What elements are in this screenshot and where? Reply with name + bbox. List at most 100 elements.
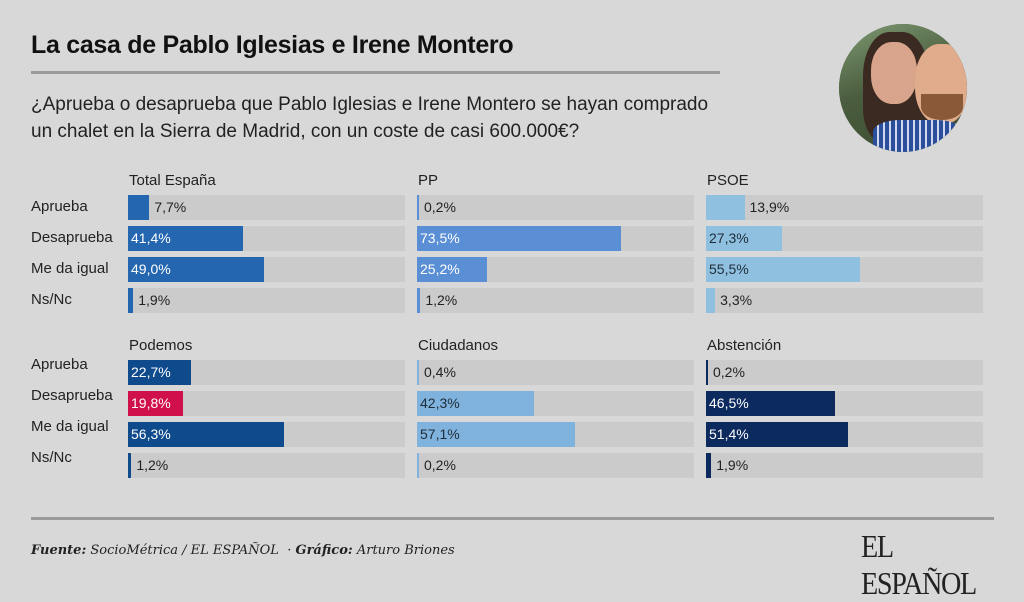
- graphic-label: Gráfico:: [295, 543, 353, 558]
- bar-value-label: 57,1%: [420, 426, 460, 442]
- bar-pp-2: [417, 257, 487, 282]
- bar-total-espana-2: [128, 257, 264, 282]
- footer-divider: [31, 517, 994, 520]
- bar-value-label: 0,4%: [424, 364, 456, 380]
- bar-podemos-2: [128, 422, 284, 447]
- bar-ciudadanos-3: [417, 453, 419, 478]
- bar-abstencion-2: [706, 422, 849, 447]
- bar-value-label: 56,3%: [131, 426, 171, 442]
- bar-abstencion-3: [706, 453, 712, 478]
- bar-pp-0: [417, 195, 419, 220]
- bar-podemos-0: [128, 360, 191, 385]
- photo-figure-shirt: [873, 120, 963, 152]
- bar-track: 41,4%: [128, 226, 405, 251]
- bar-value-label: 49,0%: [131, 261, 171, 277]
- bar-track: 25,2%: [417, 257, 694, 282]
- bar-track: 1,2%: [417, 288, 694, 313]
- chart-title: La casa de Pablo Iglesias e Irene Monter…: [31, 31, 514, 59]
- bar-track: 1,9%: [128, 288, 405, 313]
- bar-podemos-1: [128, 391, 183, 416]
- bar-value-label: 25,2%: [420, 261, 460, 277]
- bar-value-label: 19,8%: [131, 395, 171, 411]
- bar-track: 0,2%: [706, 360, 983, 385]
- bar-value-label: 27,3%: [709, 230, 749, 246]
- bar-value-label: 55,5%: [709, 261, 749, 277]
- row-label-desaprueba: Desaprueba: [31, 229, 113, 246]
- row-label-desaprueba: Desaprueba: [31, 387, 113, 404]
- bar-track: 56,3%: [128, 422, 405, 447]
- bar-ciudadanos-0: [417, 360, 419, 385]
- bar-podemos-3: [128, 453, 132, 478]
- bar-value-label: 3,3%: [720, 292, 753, 308]
- bar-total-espana-0: [128, 195, 150, 220]
- bar-value-label: 41,4%: [131, 230, 171, 246]
- bar-total-espana-3: [128, 288, 134, 313]
- el-espanol-logo: EL ESPAÑOL: [861, 528, 977, 601]
- source-label: Fuente:: [31, 543, 87, 558]
- bar-value-label: 1,2%: [136, 457, 169, 473]
- bar-value-label: 7,7%: [154, 199, 187, 215]
- bar-value-label: 0,2%: [713, 364, 745, 380]
- survey-question: ¿Aprueba o desaprueba que Pablo Iglesias…: [31, 94, 709, 142]
- bar-pp-1: [417, 226, 621, 251]
- bar-track: 49,0%: [128, 257, 405, 282]
- bar-track: 7,7%: [128, 195, 405, 220]
- bar-pp-3: [417, 288, 421, 313]
- bar-psoe-1: [706, 226, 782, 251]
- bar-track: 57,1%: [417, 422, 694, 447]
- bar-track: 1,9%: [706, 453, 983, 478]
- bar-track: 1,2%: [128, 453, 405, 478]
- row-label-ns-nc: Ns/Nc: [31, 291, 72, 308]
- portrait-photo-icon: [839, 24, 967, 152]
- bar-value-label: 13,9%: [749, 199, 790, 215]
- bar-value-label: 1,2%: [425, 292, 458, 308]
- row-label-me-da-igual: Me da igual: [31, 260, 109, 277]
- row-label-aprueba: Aprueba: [31, 198, 88, 215]
- bar-track: 42,3%: [417, 391, 694, 416]
- bar-ciudadanos-1: [417, 391, 535, 416]
- bar-value-label: 1,9%: [138, 292, 171, 308]
- bar-value-label: 0,2%: [424, 199, 456, 215]
- bar-track: 13,9%: [706, 195, 983, 220]
- bar-abstencion-0: [706, 360, 708, 385]
- footer-credits: Fuente: SocioMétrica / EL ESPAÑOL · Gráf…: [31, 543, 455, 558]
- panel-title-psoe: PSOE: [707, 172, 749, 189]
- bar-track: 19,8%: [128, 391, 405, 416]
- bar-psoe-3: [706, 288, 716, 313]
- bar-track: 55,5%: [706, 257, 983, 282]
- bar-ciudadanos-2: [417, 422, 576, 447]
- bar-value-label: 51,4%: [709, 426, 749, 442]
- bar-track: 0,2%: [417, 453, 694, 478]
- bar-value-label: 1,9%: [716, 457, 749, 473]
- bar-value-label: 46,5%: [709, 395, 749, 411]
- bar-track: 0,2%: [417, 195, 694, 220]
- bar-track: 22,7%: [128, 360, 405, 385]
- bar-track: 73,5%: [417, 226, 694, 251]
- bar-track: 51,4%: [706, 422, 983, 447]
- graphic-value: Arturo Briones: [356, 543, 455, 558]
- panel-title-total-espana: Total España: [129, 172, 216, 189]
- bar-track: 27,3%: [706, 226, 983, 251]
- bar-value-label: 0,2%: [424, 457, 456, 473]
- photo-figure-face: [871, 42, 917, 104]
- bar-value-label: 73,5%: [420, 230, 460, 246]
- panel-title-pp: PP: [418, 172, 439, 189]
- panel-title-podemos: Podemos: [129, 337, 193, 354]
- bar-total-espana-1: [128, 226, 243, 251]
- bar-psoe-0: [706, 195, 745, 220]
- photo-figure-beard: [921, 94, 963, 120]
- bar-abstencion-1: [706, 391, 835, 416]
- row-label-me-da-igual: Me da igual: [31, 418, 109, 435]
- bar-track: 46,5%: [706, 391, 983, 416]
- panel-title-abstencion: Abstención: [707, 337, 782, 354]
- panel-title-ciudadanos: Ciudadanos: [418, 337, 499, 354]
- title-divider: [31, 71, 720, 74]
- bar-value-label: 42,3%: [420, 395, 460, 411]
- credit-separator: ·: [287, 543, 292, 558]
- bar-psoe-2: [706, 257, 860, 282]
- bar-value-label: 22,7%: [131, 364, 171, 380]
- source-value: SocioMétrica / EL ESPAÑOL: [90, 543, 279, 558]
- bar-track: 0,4%: [417, 360, 694, 385]
- row-label-aprueba: Aprueba: [31, 356, 88, 373]
- row-label-ns-nc: Ns/Nc: [31, 449, 72, 466]
